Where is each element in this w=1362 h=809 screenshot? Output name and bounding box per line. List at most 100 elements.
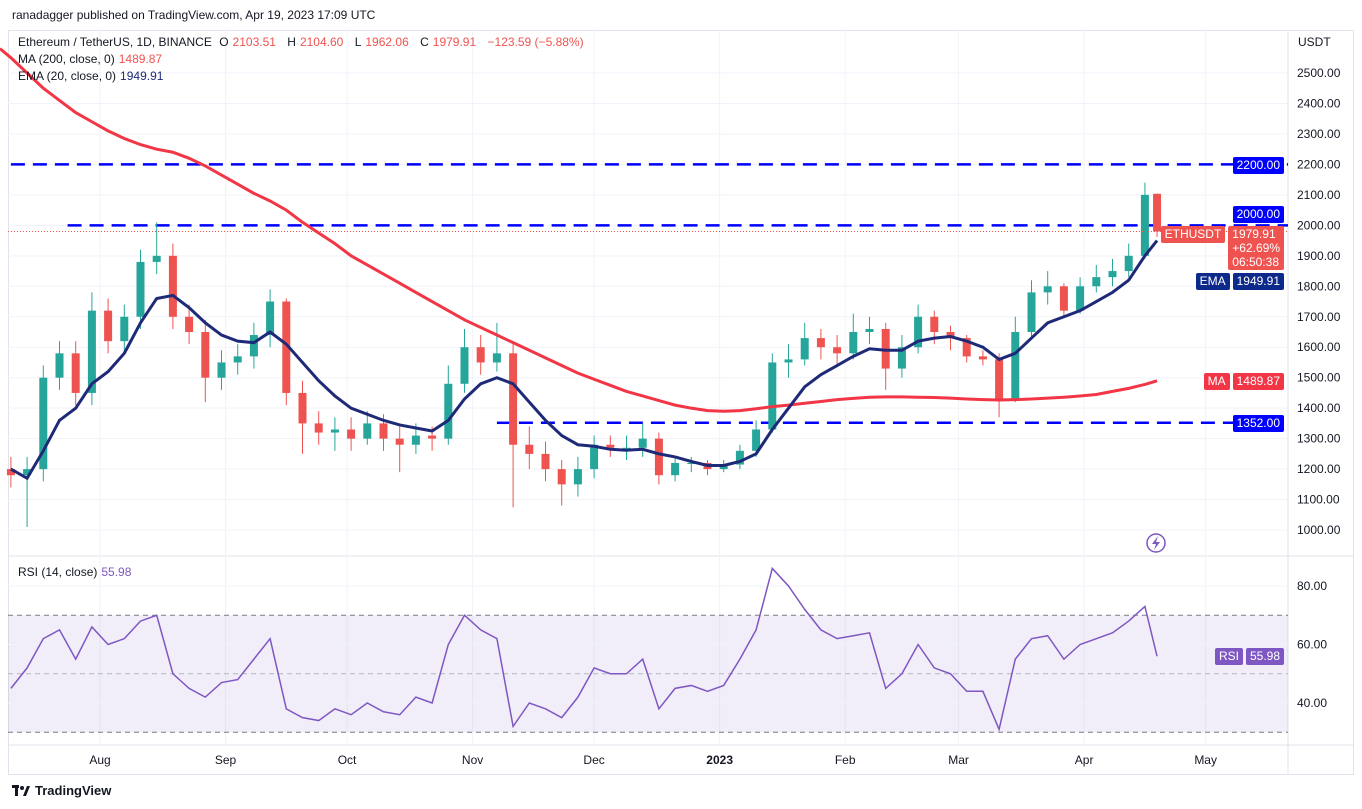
ema-tag: EMA xyxy=(1195,273,1230,290)
candle-body xyxy=(1108,271,1117,278)
candle-body xyxy=(152,255,161,262)
price-row: ETHUSDT 1979.91 +62.69% 06:50:38 xyxy=(1160,226,1284,270)
candle-body xyxy=(509,353,518,445)
candle-body xyxy=(590,444,599,470)
candle-body xyxy=(23,469,32,476)
candle-body xyxy=(525,444,534,454)
symbol-tag: ETHUSDT xyxy=(1160,226,1226,243)
candle-body xyxy=(217,362,226,378)
candle-body xyxy=(1153,193,1162,232)
high-value: 2104.60 xyxy=(299,35,344,49)
candle-body xyxy=(541,453,550,470)
candle-body xyxy=(476,347,485,363)
time-tick-label: 2023 xyxy=(706,753,733,767)
chart-frame xyxy=(8,30,1354,775)
price-tick-label: 2300.00 xyxy=(1297,127,1341,141)
change-value: −123.59 (−5.88%) xyxy=(487,35,584,49)
level-2200-badge: 2200.00 xyxy=(1232,157,1284,174)
candle-body xyxy=(914,316,923,348)
rsi-line xyxy=(10,566,1158,732)
candle-body xyxy=(395,438,404,445)
candle-body xyxy=(800,338,809,360)
time-tick-label: Apr xyxy=(1075,753,1094,767)
candle-body xyxy=(962,338,971,357)
candle-body xyxy=(1140,194,1149,256)
candle-body xyxy=(104,310,113,342)
price-tick-label: 1100.00 xyxy=(1297,493,1340,507)
time-tick-label: Nov xyxy=(462,753,483,767)
rsi-legend[interactable]: RSI (14, close) 55.98 xyxy=(18,565,132,579)
ema-legend[interactable]: EMA (20, close, 0) 1949.91 xyxy=(18,69,164,83)
rsi-tag: RSI xyxy=(1214,648,1243,665)
price-tick-label: 2200.00 xyxy=(1297,157,1341,171)
currency-label: USDT xyxy=(1298,35,1331,49)
candle-body xyxy=(120,316,129,342)
time-tick-label: Sep xyxy=(215,753,237,767)
time-tick-label: Mar xyxy=(948,753,969,767)
price-tick-label: 1200.00 xyxy=(1297,462,1341,476)
ma-legend[interactable]: MA (200, close, 0) 1489.87 xyxy=(18,52,163,66)
candle-body xyxy=(298,392,307,424)
candle-body xyxy=(930,316,939,332)
tradingview-logo[interactable]: TradingView xyxy=(12,783,111,798)
time-tick-label: Aug xyxy=(89,753,110,767)
candle-body xyxy=(1059,286,1068,311)
candle-body xyxy=(39,377,48,470)
price-tick-label: 1300.00 xyxy=(1297,432,1341,446)
candle-body xyxy=(444,383,453,439)
ma-row: MA 1489.87 xyxy=(1203,373,1284,390)
candle-body xyxy=(6,469,15,476)
candle-body xyxy=(87,310,96,393)
time-tick-label: Oct xyxy=(338,753,357,767)
rsi-tick-label: 40.00 xyxy=(1297,696,1327,710)
time-tick-label: Dec xyxy=(583,753,604,767)
price-tick-label: 2500.00 xyxy=(1297,66,1341,80)
candle-body xyxy=(833,347,842,354)
candle-body xyxy=(1011,331,1020,400)
candle-body xyxy=(201,331,210,378)
candle-body xyxy=(1092,277,1101,287)
candle-body xyxy=(606,444,615,448)
symbol-title: Ethereum / TetherUS, 1D, BINANCE xyxy=(18,35,212,49)
candle-body xyxy=(784,359,793,363)
rsi-row: RSI 55.98 xyxy=(1214,648,1284,665)
candle-body xyxy=(622,447,631,449)
candle-body xyxy=(233,356,242,363)
rsi-tick-label: 80.00 xyxy=(1297,579,1327,593)
level-2000-row: 2000.00 xyxy=(1232,206,1284,223)
candle-body xyxy=(330,429,339,433)
level-2000-badge: 2000.00 xyxy=(1232,206,1284,223)
candle-body xyxy=(282,301,291,393)
candle-body xyxy=(557,469,566,485)
candle-body xyxy=(55,353,64,378)
candle-body xyxy=(492,353,501,363)
ma-price-badge: 1489.87 xyxy=(1232,373,1284,390)
candle-body xyxy=(752,429,761,451)
level-1352-row: 1352.00 xyxy=(1232,415,1284,432)
price-tick-label: 1900.00 xyxy=(1297,249,1341,263)
candle-body xyxy=(379,423,388,439)
candle-body xyxy=(573,469,582,485)
candle-body xyxy=(411,435,420,445)
candle-body xyxy=(897,347,906,369)
price-tick-label: 1400.00 xyxy=(1297,401,1341,415)
price-tick-label: 2000.00 xyxy=(1297,218,1341,232)
ma-tag: MA xyxy=(1203,373,1230,390)
candle-body xyxy=(460,347,469,384)
level-1352-badge: 1352.00 xyxy=(1232,415,1284,432)
ema-price-badge: 1949.91 xyxy=(1232,273,1284,290)
candle-body xyxy=(881,328,890,369)
candle-body xyxy=(816,338,825,348)
candle-body xyxy=(995,359,1004,400)
candle-body xyxy=(1043,286,1052,293)
candle-body xyxy=(1124,255,1133,272)
candle-body xyxy=(768,362,777,430)
price-tick-label: 1700.00 xyxy=(1297,310,1341,324)
candle-body xyxy=(671,463,680,476)
candle-body xyxy=(638,438,647,448)
rsi-tick-label: 60.00 xyxy=(1297,638,1327,652)
ema-row: EMA 1949.91 xyxy=(1195,273,1284,290)
candle-body xyxy=(687,463,696,465)
candle-body xyxy=(136,261,145,317)
